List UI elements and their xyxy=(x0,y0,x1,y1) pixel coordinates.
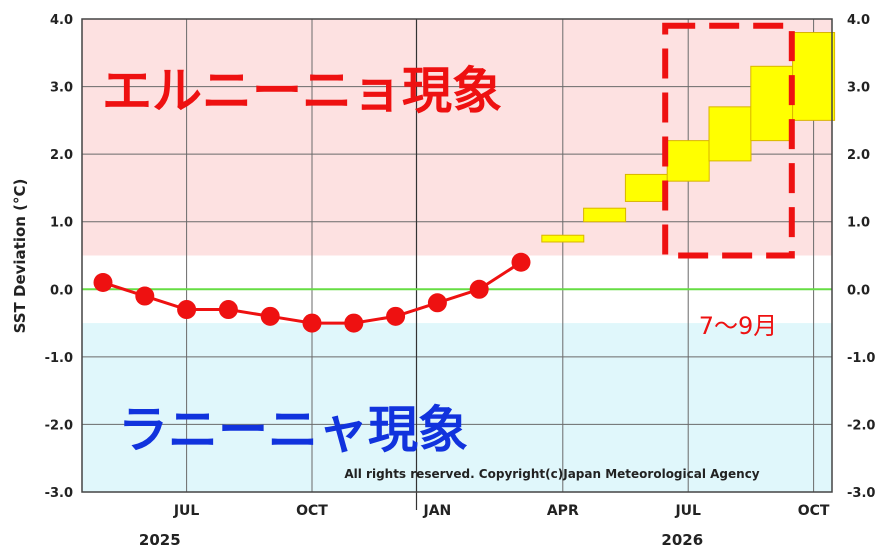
y-axis-label: SST Deviation (°C) xyxy=(11,179,29,334)
observed-point xyxy=(386,306,406,326)
observed-point xyxy=(344,313,364,333)
x-tick-label: JUL xyxy=(173,503,200,519)
highlight-group: 7～9月 xyxy=(662,22,795,340)
forecast-box xyxy=(708,106,752,162)
copyright-text: All rights reserved. Copyright(c)Japan M… xyxy=(344,467,759,481)
x-tick-label: OCT xyxy=(296,503,328,519)
observed-point xyxy=(427,293,447,313)
year-label: 2026 xyxy=(661,531,703,549)
x-tick-label: JUL xyxy=(674,503,701,519)
forecast-box xyxy=(666,140,710,182)
observed-point xyxy=(511,252,531,272)
el-nino-label: エルニーニョ現象 xyxy=(102,62,502,120)
forecast-box xyxy=(583,207,627,223)
y-tick-left: 0.0 xyxy=(50,283,73,298)
x-tick-label: APR xyxy=(547,503,579,519)
observed-series xyxy=(93,252,531,333)
y-tick-left: -2.0 xyxy=(45,418,73,433)
y-tick-left: 3.0 xyxy=(50,81,73,96)
year-label: 2025 xyxy=(139,531,181,549)
forecast-box xyxy=(624,173,668,202)
y-tick-right: 0.0 xyxy=(847,283,870,298)
forecast-box xyxy=(792,32,836,121)
x-tick-label: OCT xyxy=(798,503,830,519)
forecast-box xyxy=(541,234,585,243)
y-tick-right: -3.0 xyxy=(847,486,875,501)
observed-point xyxy=(302,313,322,333)
highlight-label: 7～9月 xyxy=(699,312,778,340)
y-tick-right: 4.0 xyxy=(847,13,870,28)
y-tick-right: -2.0 xyxy=(847,418,875,433)
y-tick-left: 4.0 xyxy=(50,13,73,28)
y-tick-left: -1.0 xyxy=(45,351,73,366)
observed-point xyxy=(135,286,155,306)
observed-point xyxy=(469,279,489,299)
y-tick-left: -3.0 xyxy=(45,486,73,501)
observed-point xyxy=(260,306,280,326)
observed-point xyxy=(218,300,238,320)
plot-frame xyxy=(81,18,833,493)
y-tick-right: 3.0 xyxy=(847,81,870,96)
forecast-box xyxy=(750,65,794,142)
observed-point xyxy=(93,273,113,293)
la-nina-label: ラニーニャ現象 xyxy=(118,401,468,459)
x-tick-label: JAN xyxy=(423,503,452,519)
phenomenon-regions xyxy=(82,19,832,492)
observed-point xyxy=(177,300,197,320)
y-tick-right: 1.0 xyxy=(847,216,870,231)
el-nino-region xyxy=(82,19,832,256)
forecast-boxes xyxy=(541,32,836,243)
axes: 4.0 4.0 3.0 3.0 2.0 2.0 1.0 1.0 0.0 0.0 -1.0 -1.0 -2… xyxy=(11,13,875,549)
y-tick-right: -1.0 xyxy=(847,351,875,366)
y-tick-left: 1.0 xyxy=(50,216,73,231)
y-tick-right: 2.0 xyxy=(847,148,870,163)
highlight-box xyxy=(662,22,795,259)
y-tick-left: 2.0 xyxy=(50,148,73,163)
la-nina-region xyxy=(82,323,832,492)
